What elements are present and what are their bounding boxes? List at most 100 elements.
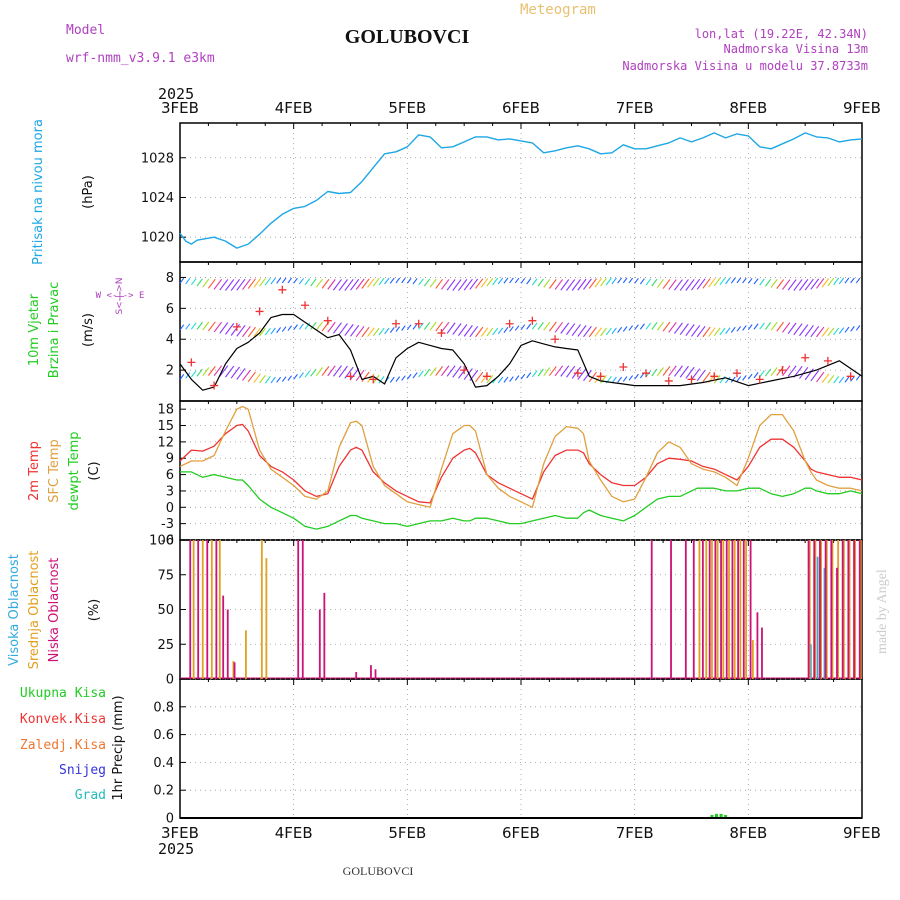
wind-barb (531, 322, 538, 330)
wind-barb (423, 368, 431, 377)
gust-marker (801, 353, 810, 362)
wind-barb (656, 321, 664, 331)
wind-barb (736, 326, 742, 332)
x-tick-label-bottom: 3FEB (161, 824, 199, 842)
wind-barb (668, 322, 677, 333)
wind-barb (435, 321, 444, 332)
wind-barb (713, 277, 721, 287)
wind-barb (367, 278, 375, 288)
gust-marker (369, 375, 378, 384)
wind-barb (253, 278, 261, 288)
wind-barb (742, 375, 747, 381)
y-tick-label: 0.6 (153, 728, 174, 743)
gust-marker (823, 356, 832, 365)
wind-barb (327, 365, 336, 377)
y-tick-label: 0.8 (153, 700, 174, 715)
wind-barb (202, 321, 210, 331)
wind-barb (350, 278, 360, 291)
x-tick-label-top: 7FEB (616, 99, 654, 117)
wind-barb (475, 371, 484, 383)
wind-barb (833, 327, 840, 336)
station-title: GOLUBOVCI (345, 26, 470, 48)
wind-barb (833, 375, 840, 384)
gust-marker (437, 329, 446, 338)
wind-barb (429, 321, 437, 331)
wind-barb (531, 278, 538, 286)
wind-barb (804, 368, 814, 381)
wind-barb (708, 277, 716, 288)
x-tick-label-top: 4FEB (275, 99, 313, 117)
wind-barb (293, 373, 298, 380)
wind-barb (225, 365, 235, 378)
wind-barb (179, 324, 185, 331)
wind-barb (543, 367, 551, 376)
wind-compass: W <-|-> E (96, 291, 145, 301)
wind-barb (486, 277, 494, 287)
wind-barb (293, 277, 298, 284)
y-tick-label: 18 (157, 403, 174, 418)
wind-barb (639, 278, 645, 285)
wind-barb (662, 279, 671, 289)
wind-barb (531, 370, 538, 378)
wind-speed-line (179, 313, 863, 391)
x-tick-label-bottom: 7FEB (616, 824, 654, 842)
wind-barb (327, 279, 336, 290)
wind-barb (674, 322, 683, 334)
wind-barb (725, 327, 731, 335)
wind-barb (270, 327, 276, 335)
gust-marker (778, 366, 787, 375)
x-tick-label-top: 8FEB (729, 99, 767, 117)
gust-marker (460, 366, 469, 375)
wind-barb (230, 366, 240, 379)
wind-barb (833, 277, 840, 286)
wind-barb (583, 278, 592, 290)
wind-barb (469, 278, 479, 290)
gust-marker (551, 335, 560, 344)
wind-barb (764, 368, 772, 377)
wind-barb (264, 277, 271, 286)
wind-barb (236, 278, 246, 291)
wind-barb (213, 278, 223, 290)
wind-barb (685, 324, 695, 337)
y-tick-label: 0.2 (153, 784, 174, 799)
wind-barb (520, 324, 526, 331)
wind-barb (480, 327, 489, 337)
wind-barb (372, 277, 380, 287)
wind-barb (850, 277, 855, 284)
wind-barb (747, 324, 753, 330)
wind-barb (764, 278, 772, 287)
wind-barb (696, 326, 706, 338)
precip-bar (715, 813, 719, 818)
x-tick-label-bottom: 8FEB (729, 824, 767, 842)
wind-barb (679, 279, 689, 291)
wind-barb (321, 278, 330, 289)
y-tick-label: 25 (157, 638, 174, 653)
wind-barb (304, 278, 311, 286)
y-tick-label: 1020 (141, 231, 174, 246)
wind-barb (497, 327, 504, 335)
wind-barb (213, 321, 223, 333)
pressure-unit: (hPa) (81, 175, 96, 209)
wind-barb (440, 321, 450, 333)
wind-barb (821, 277, 830, 288)
wind-barb (838, 277, 845, 285)
wind-barb (816, 326, 825, 338)
wind-barb (458, 278, 468, 291)
x-tick-label-bottom: 6FEB (502, 824, 540, 842)
wind-barb (827, 277, 835, 287)
wind-barb (202, 367, 210, 377)
wind-barb (787, 322, 797, 334)
wind-barb (333, 322, 342, 334)
wind-barb (548, 279, 557, 289)
wind-barb (458, 324, 468, 336)
wind-barb (611, 327, 617, 335)
wind-barb (321, 366, 330, 376)
wind-barb (799, 324, 809, 337)
wind-barb (747, 278, 753, 284)
wind-barb (560, 279, 570, 291)
wind-barb (566, 323, 576, 335)
wind-barb (355, 278, 365, 290)
wind-barb (492, 327, 499, 336)
wind-barb (600, 327, 607, 337)
wind-barb (526, 323, 532, 330)
